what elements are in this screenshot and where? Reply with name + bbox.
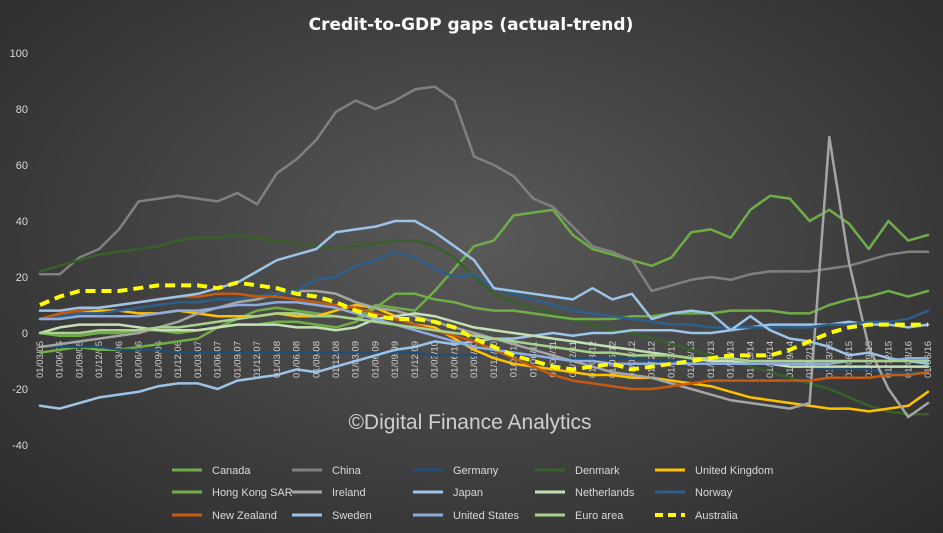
- series-line-ireland: [38, 135, 930, 419]
- y-tick-label: 80: [16, 104, 28, 116]
- x-tick-label: 01/09/05: [74, 341, 85, 378]
- x-tick-label: 01/06/09: [370, 341, 381, 378]
- x-tick-label: 01/03/14: [745, 341, 756, 378]
- legend-label: Japan: [453, 487, 483, 499]
- x-tick-label: 01/06/11: [528, 341, 539, 377]
- series-line-euro-area: [38, 312, 930, 363]
- series-line-united-kingdom: [38, 303, 930, 413]
- x-tick-label: 01/09/09: [390, 341, 401, 378]
- y-tick-label: 100: [10, 48, 28, 60]
- legend-label: United Kingdom: [695, 465, 773, 477]
- y-tick-label: 60: [16, 160, 28, 172]
- y-tick-label: 40: [16, 216, 28, 228]
- legend-item: Sweden: [292, 510, 372, 522]
- x-tick-label: 01/06/05: [55, 341, 66, 378]
- x-tick-label: 01/09/14: [785, 341, 796, 378]
- legend-item: Denmark: [535, 465, 620, 477]
- x-tick-label: 01/03/06: [114, 341, 125, 378]
- watermark: ©Digital Finance Analytics: [348, 411, 591, 434]
- legend-label: New Zealand: [212, 510, 277, 522]
- series-line-new-zealand: [38, 292, 930, 391]
- legend-label: Netherlands: [575, 487, 635, 499]
- x-tick-label: 01/12/09: [410, 341, 421, 378]
- x-tick-label: 01/06/12: [607, 341, 618, 378]
- legend-item: Germany: [413, 465, 499, 477]
- x-tick-label: 01/09/10: [469, 341, 480, 378]
- series-line-sweden: [38, 219, 930, 366]
- x-tick-label: 01/06/08: [292, 341, 303, 378]
- legend-label: Ireland: [332, 487, 366, 499]
- x-tick-label: 01/12/12: [647, 341, 658, 378]
- x-tick-label: 01/06/16: [923, 341, 934, 378]
- x-tick-label: 01/09/07: [232, 341, 243, 378]
- x-tick-label: 01/03/12: [588, 341, 599, 378]
- x-tick-label: 01/03/05: [35, 341, 46, 378]
- series-line-hong-kong-sar: [38, 289, 930, 338]
- legend-item: Japan: [413, 487, 483, 499]
- legend-label: Australia: [695, 510, 739, 522]
- x-tick-label: 01/12/08: [331, 341, 342, 378]
- legend-item: Netherlands: [535, 487, 635, 499]
- legend-item: Ireland: [292, 487, 366, 499]
- legend-label: Euro area: [575, 510, 624, 522]
- series-line-united-states: [38, 300, 930, 366]
- series-layer: [38, 85, 930, 419]
- legend-label: Canada: [212, 465, 251, 477]
- legend-label: Norway: [695, 487, 733, 499]
- x-tick-label: 01/09/06: [153, 341, 164, 378]
- series-line-netherlands: [38, 312, 930, 368]
- legend-label: Hong Kong SAR: [212, 487, 293, 499]
- legend-item: Euro area: [535, 510, 624, 522]
- series-line-canada: [38, 194, 930, 354]
- y-tick-label: 20: [16, 272, 28, 284]
- x-tick-label: 01/03/10: [430, 341, 441, 378]
- x-tick-label: 01/09/15: [864, 341, 875, 378]
- legend-item: Hong Kong SAR: [172, 487, 293, 499]
- x-tick-label: 01/03/13: [666, 341, 677, 378]
- y-tick-label: 0: [22, 328, 28, 340]
- legend-label: Germany: [453, 465, 499, 477]
- x-tick-label: 01/03/16: [903, 341, 914, 378]
- x-tick-label: 01/06/07: [213, 341, 224, 378]
- series-line-denmark: [38, 233, 930, 416]
- legend-item: Norway: [655, 487, 733, 499]
- x-tick-label: 01/06/06: [134, 341, 145, 378]
- legend-label: United States: [453, 510, 520, 522]
- series-line-japan: [38, 320, 930, 410]
- y-tick-label: -20: [12, 384, 28, 396]
- legend-item: Canada: [172, 465, 251, 477]
- x-tick-label: 01/12/07: [252, 341, 263, 378]
- x-tick-label: 01/03/15: [824, 341, 835, 378]
- x-tick-label: 01/06/14: [765, 341, 776, 378]
- x-tick-label: 01/06/10: [449, 341, 460, 378]
- legend: Canada China Germany Denmark United Kingdom H…: [172, 465, 773, 522]
- x-tick-label: 01/09/08: [311, 341, 322, 378]
- x-tick-label: 01/12/06: [173, 341, 184, 378]
- series-line-norway: [38, 250, 930, 329]
- y-tick-label: -40: [12, 440, 28, 452]
- legend-item: United States: [413, 510, 520, 522]
- legend-item: Australia: [655, 510, 739, 522]
- x-tick-label: 01/03/08: [272, 341, 283, 378]
- series-line-china: [38, 85, 930, 293]
- legend-item: China: [292, 465, 362, 477]
- x-tick-label: 01/03/07: [193, 341, 204, 378]
- x-tick-label: 01/12/14: [805, 341, 816, 378]
- legend-label: Sweden: [332, 510, 372, 522]
- chart-title: Credit-to-GDP gaps (actual-trend): [309, 15, 634, 35]
- x-tick-label: 01/12/05: [94, 341, 105, 378]
- y-axis: -40 -20 0 20 40 60 80 100: [10, 48, 28, 452]
- legend-item: New Zealand: [172, 510, 277, 522]
- legend-label: Denmark: [575, 465, 620, 477]
- series-line-australia: [39, 280, 928, 372]
- legend-item: United Kingdom: [655, 465, 773, 477]
- x-tick-label: 01/06/15: [844, 341, 855, 378]
- legend-label: China: [332, 465, 362, 477]
- x-tick-label: 01/09/12: [627, 341, 638, 378]
- x-tick-label: 01/03/09: [351, 341, 362, 378]
